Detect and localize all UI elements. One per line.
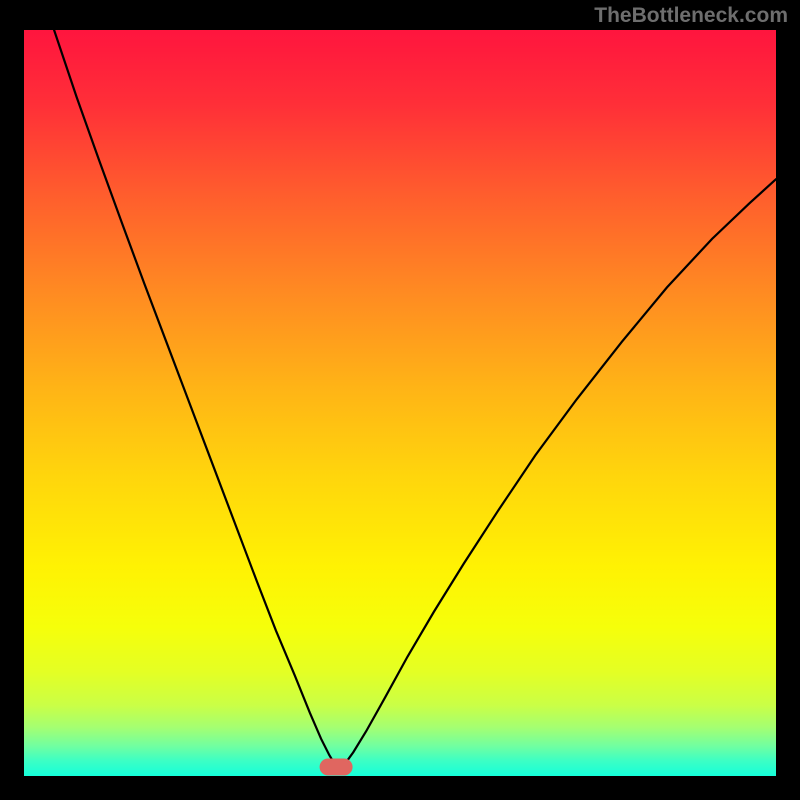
chart-container xyxy=(24,30,776,776)
optimum-marker xyxy=(320,759,352,775)
watermark-text: TheBottleneck.com xyxy=(594,4,788,28)
chart-background xyxy=(24,30,776,776)
bottleneck-chart xyxy=(24,30,776,776)
